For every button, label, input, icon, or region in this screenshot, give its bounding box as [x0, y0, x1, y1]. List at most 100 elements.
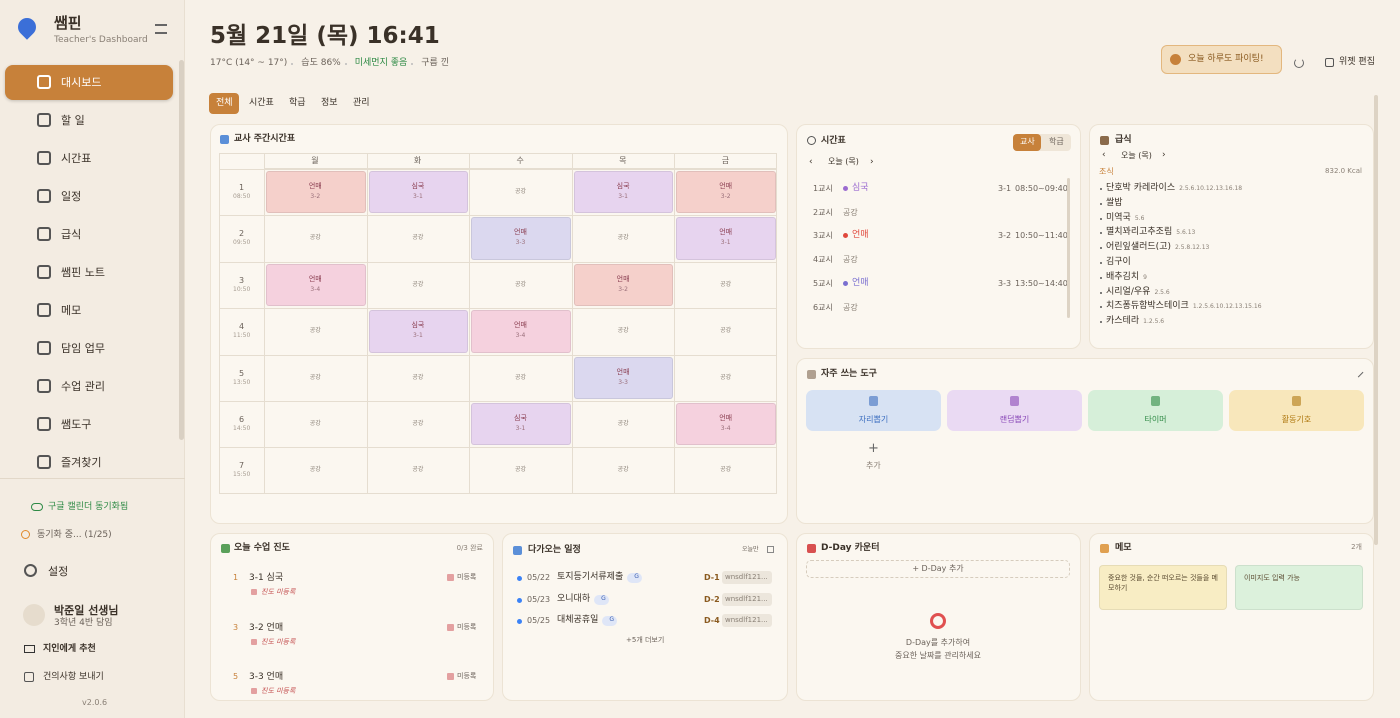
nav-next[interactable]: › — [870, 157, 874, 167]
meal-item: 어린잎샐러드(고) — [1106, 242, 1171, 253]
nav-item[interactable] — [5, 217, 173, 252]
main-scrollbar — [1374, 95, 1378, 545]
row-line — [219, 215, 777, 217]
tab[interactable]: 시간표 — [249, 98, 274, 108]
class-cell — [676, 171, 776, 214]
nav-label[interactable]: 쌤핀 노트 — [61, 266, 105, 279]
toggle-option[interactable]: 교사 — [1020, 137, 1035, 146]
cell-class: 3-2 — [310, 193, 321, 200]
event-date: 05/25 — [527, 616, 551, 625]
card — [1089, 124, 1374, 349]
tab[interactable]: 정보 — [321, 98, 338, 108]
sync-progress: 동기화 중... (1/25) — [37, 530, 112, 540]
class: 3-3 — [998, 278, 1012, 288]
refresh-button[interactable] — [1294, 58, 1304, 68]
period: 1교시 — [813, 184, 833, 193]
nav-item[interactable] — [5, 179, 173, 214]
nav-label[interactable]: 시간표 — [61, 152, 92, 165]
owner: wnsdlf121... — [725, 573, 768, 581]
nav-next[interactable]: › — [1162, 150, 1166, 160]
nav-label[interactable]: 담임 업무 — [61, 342, 105, 355]
cell-border — [469, 354, 471, 401]
nav-label[interactable]: 수업 관리 — [61, 380, 105, 393]
motto-button[interactable] — [1161, 45, 1282, 74]
allergens: 1.2.5.6.10.12.13.15.16 — [1192, 303, 1262, 311]
nav-item[interactable] — [5, 65, 173, 100]
widget-edit[interactable]: 위젯 편집 — [1339, 57, 1375, 67]
nav-label[interactable]: 일정 — [61, 190, 82, 203]
meal-item: 미역국 — [1106, 212, 1131, 223]
nav-icon — [37, 379, 51, 393]
nav-prev[interactable]: ‹ — [809, 157, 813, 167]
card-title: D-Day 카운터 — [821, 543, 880, 553]
tool-icon — [1292, 396, 1301, 406]
cell-border — [469, 447, 471, 494]
more[interactable]: +5개 더보기 — [626, 636, 665, 644]
settings[interactable]: 설정 — [48, 565, 69, 578]
nav-label[interactable]: 즐겨찾기 — [61, 456, 102, 469]
add-plus[interactable]: + — [868, 441, 879, 456]
toggle-active[interactable] — [1013, 134, 1041, 151]
add-dday-button[interactable] — [806, 560, 1070, 578]
memo-note[interactable] — [1099, 565, 1227, 610]
period-num: 5 — [233, 672, 239, 681]
filter-icon[interactable] — [767, 546, 774, 553]
nav-label[interactable]: 쌤도구 — [61, 418, 92, 431]
mail-icon — [24, 645, 35, 653]
memo-note[interactable] — [1235, 565, 1363, 610]
period-num: 3 — [233, 622, 239, 632]
add-label[interactable]: 추가 — [866, 461, 881, 470]
d-day: D-2 — [704, 594, 720, 604]
subject-empty: 공강 — [843, 255, 858, 265]
nav-icon — [37, 417, 51, 431]
nav-label: 오늘 (목) — [828, 157, 859, 166]
card-icon — [1100, 136, 1109, 145]
nav-label[interactable]: 할 일 — [61, 114, 85, 127]
cell-border — [469, 308, 471, 355]
toggle-option[interactable]: 학급 — [1049, 137, 1064, 146]
cell-border — [571, 447, 573, 494]
cell-class: 3-1 — [412, 193, 423, 200]
tab[interactable]: 관리 — [353, 98, 370, 108]
memo-text: 이미지도 입력 가능 — [1244, 574, 1300, 582]
card — [1089, 533, 1374, 701]
feedback[interactable]: 건의사항 보내기 — [43, 672, 104, 682]
recommend[interactable]: 지인에게 추천 — [43, 644, 96, 654]
allergens: 2.5.6.10.12.13.16.18 — [1179, 185, 1243, 192]
nav-label[interactable]: 메모 — [61, 304, 82, 317]
datetime: 5월 21일 (목) 16:41 — [210, 23, 440, 49]
nav-prev[interactable]: ‹ — [1102, 150, 1106, 160]
nav-item[interactable] — [5, 293, 173, 328]
nav-label[interactable]: 급식 — [61, 228, 82, 241]
collapse-button[interactable] — [155, 24, 167, 34]
meal-item: 시리얼/우유 — [1106, 286, 1151, 297]
tab[interactable]: 학급 — [289, 98, 306, 108]
feedback-icon — [24, 672, 34, 682]
nav-label[interactable]: 대시보드 — [61, 76, 102, 89]
tool-label[interactable]: 자리뽑기 — [858, 415, 889, 424]
period-time: 08:50 — [233, 193, 251, 200]
tool-label[interactable]: 랜덤뽑기 — [999, 415, 1030, 424]
time: 08:50~09:40 — [1015, 184, 1068, 193]
d-day: D-1 — [704, 573, 720, 582]
card — [796, 358, 1374, 524]
row-line — [219, 401, 777, 402]
note: 진도 미등록 — [261, 637, 296, 646]
filter[interactable]: 오늘만 — [742, 546, 759, 553]
card-title: 자주 쓰는 도구 — [821, 369, 877, 379]
bullet — [1100, 276, 1102, 279]
note-icon — [251, 688, 257, 694]
add-dday[interactable]: + D-Day 추가 — [912, 564, 964, 573]
event-dot — [517, 619, 522, 624]
cell-class: 3-1 — [720, 239, 731, 247]
meal-item: 멸치꽈리고추조림 — [1106, 227, 1173, 238]
tool-label[interactable]: 활동기호 — [1281, 415, 1312, 424]
nav-item[interactable] — [5, 103, 173, 138]
cell-empty: 공강 — [617, 420, 629, 427]
period: 6교시 — [813, 302, 833, 312]
tab[interactable]: 전체 — [216, 98, 233, 108]
cell-empty: 공강 — [412, 280, 424, 288]
period-time: 11:50 — [233, 332, 251, 340]
tool-label[interactable]: 타이머 — [1144, 415, 1167, 424]
memo-text: 중요한 것들, 순간 떠오르는 것들을 메모하기 — [1108, 574, 1218, 593]
